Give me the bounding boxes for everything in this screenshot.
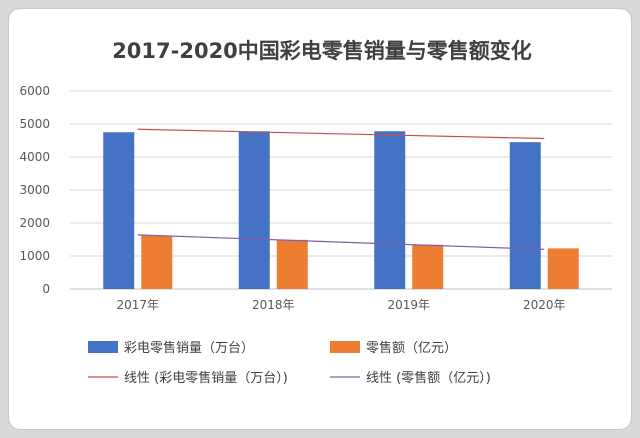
y-tick-label: 6000 — [19, 84, 50, 98]
y-tick-label: 1000 — [19, 249, 50, 263]
bar-sales-revenue — [141, 235, 173, 289]
y-tick-label: 3000 — [19, 183, 50, 197]
bars — [103, 131, 579, 289]
trendlines — [137, 128, 545, 250]
bar-sales-volume — [103, 132, 135, 289]
trendline-sales-volume — [137, 128, 545, 140]
y-tick-label: 4000 — [19, 150, 50, 164]
legend-swatch — [88, 341, 118, 353]
bar-sales-revenue — [547, 248, 579, 289]
y-tick-label: 0 — [42, 282, 50, 296]
legend-swatch — [330, 341, 360, 353]
y-tick-label: 5000 — [19, 117, 50, 131]
legend: 彩电零售销量（万台） 零售额（亿元） 线性 (彩电零售销量（万台）) 线性 (零售额（… — [88, 340, 491, 386]
x-tick-label: 2020年 — [523, 298, 566, 312]
bar-sales-volume — [509, 142, 541, 289]
y-tick-label: 2000 — [19, 216, 50, 230]
bar-sales-revenue — [276, 239, 308, 289]
legend-label: 线性 (零售额（亿元）) — [366, 370, 491, 386]
bar-sales-volume — [374, 131, 406, 289]
x-tick-label: 2017年 — [116, 298, 159, 312]
trendline-sales-revenue — [137, 234, 545, 250]
legend-label: 零售额（亿元） — [366, 340, 457, 356]
legend-label: 线性 (彩电零售销量（万台）) — [124, 370, 288, 386]
y-axis: 0 1000 2000 3000 4000 5000 6000 — [19, 84, 50, 296]
x-axis: 2017年 2018年 2019年 2020年 — [116, 298, 565, 312]
x-tick-label: 2019年 — [387, 298, 430, 312]
bar-sales-revenue — [412, 244, 444, 289]
bar-sales-volume — [238, 131, 270, 289]
x-tick-label: 2018年 — [252, 298, 295, 312]
chart-title: 2017-2020中国彩电零售销量与零售额变化 — [112, 39, 532, 63]
legend-label: 彩电零售销量（万台） — [124, 340, 254, 356]
